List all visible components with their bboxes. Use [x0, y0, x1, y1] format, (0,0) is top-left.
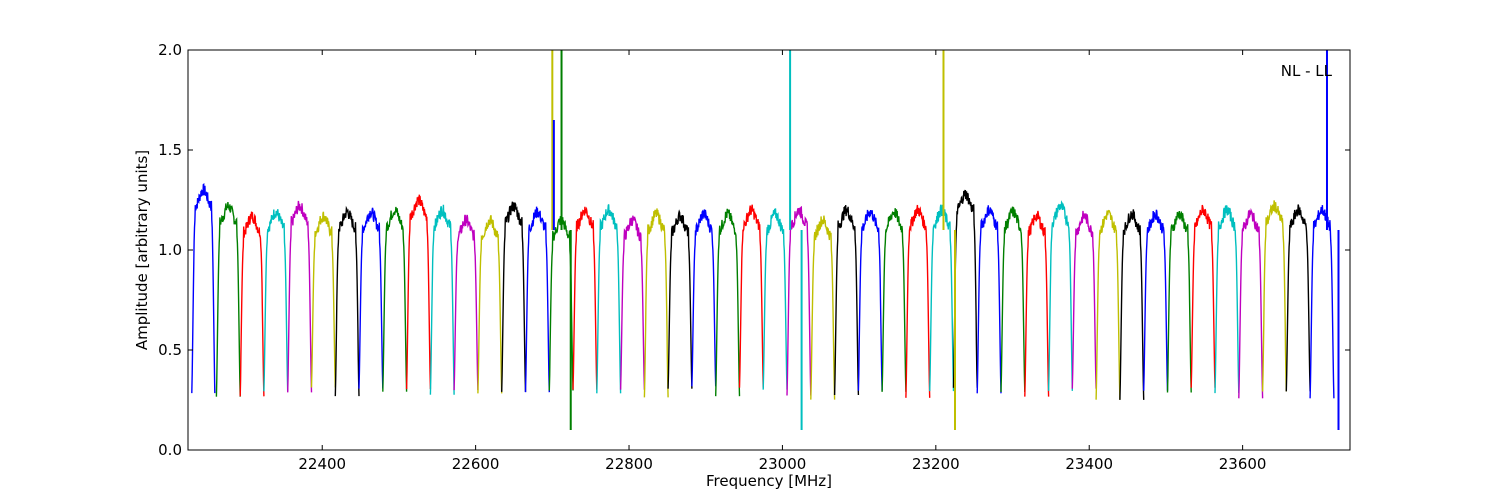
x-tick-label: 23200: [912, 455, 960, 473]
subband-line-32: [929, 204, 955, 392]
x-tick-label: 22600: [452, 455, 500, 473]
subband-line-4: [263, 209, 289, 392]
subband-line-13: [477, 215, 503, 394]
x-tick-label: 22400: [298, 455, 346, 473]
subband-line-45: [1238, 207, 1264, 399]
x-axis-label: Frequency [MHz]: [706, 472, 832, 490]
subband-line-9: [382, 206, 408, 392]
subband-line-34: [976, 205, 1002, 394]
subband-line-36: [1024, 210, 1050, 397]
subband-line-30: [881, 208, 907, 392]
subband-line-48: [1309, 205, 1335, 399]
y-tick-label: 1.5: [158, 141, 182, 159]
y-tick-label: 0.5: [158, 341, 182, 359]
x-tick-label: 23000: [759, 455, 807, 473]
subband-line-40: [1119, 209, 1145, 400]
subband-line-14: [501, 201, 527, 392]
subband-line-37: [1047, 200, 1073, 391]
subband-line-5: [287, 200, 313, 393]
subband-line-39: [1095, 209, 1121, 400]
subband-line-42: [1166, 210, 1192, 393]
y-tick-label: 1.0: [158, 241, 182, 259]
subband-line-35: [1000, 206, 1026, 393]
subband-line-17: [572, 206, 598, 390]
subband-line-11: [429, 204, 455, 395]
baseline-annotation: NL - LL: [1281, 62, 1333, 80]
subband-line-16: [548, 216, 574, 391]
subband-line-27: [810, 215, 836, 400]
subband-line-1: [191, 183, 216, 394]
y-tick-label: 0.0: [158, 441, 182, 459]
x-tick-label: 23400: [1065, 455, 1113, 473]
subband-line-47: [1285, 204, 1311, 392]
subband-line-3: [239, 211, 265, 397]
series-lines: [191, 50, 1340, 430]
subband-line-26: [786, 205, 812, 396]
subband-line-44: [1214, 205, 1240, 394]
x-axis-ticks: 22400 22600 22800 23000 23200 23400 23600: [298, 50, 1266, 473]
subband-line-24: [738, 204, 764, 388]
subband-line-21: [667, 209, 693, 389]
subband-line-46: [1261, 200, 1287, 392]
subband-line-29: [857, 209, 883, 391]
subband-line-22: [691, 209, 717, 387]
subband-line-38: [1071, 210, 1097, 389]
subband-line-23: [715, 208, 741, 397]
subband-line-31: [905, 204, 931, 398]
subband-line-28: [833, 205, 860, 396]
subband-line-20: [643, 208, 669, 398]
subband-line-10: [405, 194, 432, 390]
y-tick-label: 2.0: [158, 41, 182, 59]
subband-line-12: [453, 214, 479, 391]
x-tick-label: 22800: [605, 455, 653, 473]
y-axis-ticks: 0.0 0.5 1.0 1.5 2.0: [158, 41, 1350, 459]
subband-line-33: [952, 189, 978, 388]
subband-line-43: [1190, 204, 1216, 388]
subband-line-18: [596, 204, 622, 394]
subband-line-41: [1143, 209, 1169, 391]
y-axis-label: Amplitude [arbitrary units]: [133, 150, 151, 350]
subband-line-8: [358, 207, 384, 389]
subband-line-7: [334, 205, 360, 397]
subband-line-15: [524, 206, 550, 393]
subband-line-19: [619, 215, 646, 390]
subband-line-25: [762, 208, 788, 390]
x-tick-label: 23600: [1219, 455, 1267, 473]
subband-line-6: [310, 211, 336, 388]
subband-line-2: [215, 201, 241, 397]
